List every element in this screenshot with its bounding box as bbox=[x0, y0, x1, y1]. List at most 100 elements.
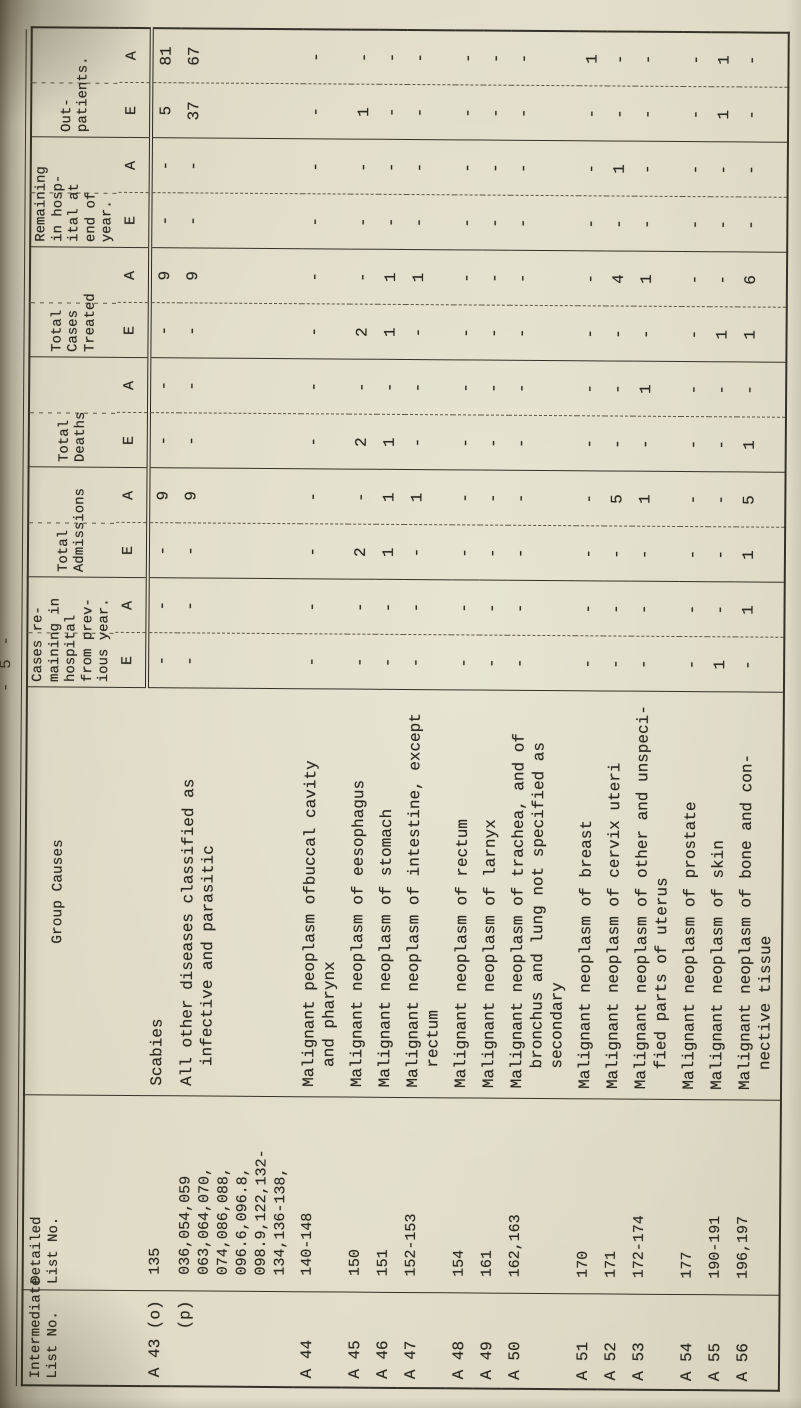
value-cell: - bbox=[574, 636, 603, 692]
value-cell: - bbox=[300, 414, 349, 470]
line: Admissions bbox=[72, 488, 89, 573]
value-cell: 1 bbox=[578, 31, 608, 87]
value-cell: - bbox=[738, 32, 789, 88]
value-cell: - bbox=[577, 196, 607, 252]
value-cell: 1 bbox=[376, 414, 405, 470]
detailed-no: 170 bbox=[570, 1099, 600, 1295]
header-cases-remaining-previous-year: Cases re- maining in hospital from prev-… bbox=[26, 577, 116, 688]
line: ital at bbox=[66, 183, 83, 243]
value-cell: - bbox=[706, 582, 736, 638]
line: end of bbox=[82, 191, 100, 243]
value-cell: - bbox=[478, 580, 508, 636]
detailed-no: 161 bbox=[474, 1098, 504, 1294]
value-cell: - bbox=[405, 194, 455, 251]
line: 190-191 bbox=[706, 1215, 724, 1279]
line: year. bbox=[99, 200, 116, 243]
value-cell: - bbox=[605, 196, 635, 252]
value-cell: - bbox=[578, 86, 607, 142]
value-cell: 1 bbox=[377, 249, 406, 305]
cause-name: Malignant neoplasm of breast bbox=[571, 691, 603, 1100]
line: 172-174 bbox=[630, 1215, 648, 1279]
value-cell: - bbox=[178, 303, 302, 360]
value-cell: - bbox=[602, 636, 631, 692]
value-cell: - bbox=[454, 140, 483, 196]
value-cell: - bbox=[479, 470, 509, 526]
value-cell: - bbox=[149, 193, 181, 249]
value-cell: 9 bbox=[147, 468, 179, 524]
value-cell: - bbox=[450, 580, 480, 636]
subheader-e: E bbox=[117, 192, 151, 249]
value-cell: - bbox=[576, 306, 606, 362]
value-cell: 1 bbox=[405, 249, 454, 306]
value-cell: - bbox=[302, 139, 351, 195]
line: infective and parasitic bbox=[197, 845, 218, 1067]
value-cell: - bbox=[148, 358, 179, 414]
cause-name: Malignant neoplasm of skin bbox=[703, 692, 735, 1101]
value-cell: - bbox=[348, 359, 377, 415]
value-cell: - bbox=[148, 413, 179, 469]
value-cell: 5 bbox=[150, 83, 181, 139]
cause-name: Malignant neoplasm of stomach bbox=[371, 689, 403, 1098]
line: Cases bbox=[65, 309, 82, 353]
line: 140-148 bbox=[298, 1212, 316, 1276]
value-cell: 6 bbox=[737, 252, 787, 308]
line: Malignant neoplasm of breast bbox=[575, 819, 596, 1089]
value-cell: - bbox=[480, 305, 510, 361]
value-cell: 1 bbox=[375, 469, 405, 525]
value-cell: - bbox=[453, 250, 482, 306]
line: Deaths bbox=[72, 411, 90, 463]
cause-name: All other diseases classified as infecti… bbox=[173, 688, 299, 1098]
line: Scabies bbox=[147, 1018, 167, 1086]
value-cell: - bbox=[509, 195, 579, 252]
value-cell: 2 bbox=[348, 304, 378, 360]
subheader-e: E bbox=[118, 82, 151, 139]
line: 074,086,088, bbox=[214, 1167, 232, 1276]
value-cell: - bbox=[678, 636, 707, 693]
value-cell: - bbox=[510, 85, 579, 142]
header-total-deaths: Total Deaths bbox=[28, 357, 117, 468]
value-cell: 9 bbox=[177, 468, 301, 525]
value-cell: 1 bbox=[735, 527, 785, 583]
value-cell: 1 bbox=[710, 87, 739, 143]
cause-name: Malignant neoplasm of intestine, except … bbox=[399, 689, 451, 1099]
value-cell: - bbox=[480, 415, 509, 471]
value-cell: - bbox=[710, 142, 739, 198]
value-cell: - bbox=[298, 579, 348, 635]
line: secondary bbox=[547, 982, 567, 1069]
value-cell: - bbox=[606, 86, 635, 142]
detailed-no: 162,163 bbox=[502, 1098, 572, 1295]
value-cell: - bbox=[346, 634, 375, 690]
value-cell: - bbox=[454, 30, 484, 86]
value-cell: - bbox=[347, 469, 377, 525]
value-cell: - bbox=[378, 29, 408, 85]
detailed-no: 196,197 bbox=[730, 1100, 781, 1296]
value-cell: - bbox=[377, 194, 407, 250]
subheader-e: E bbox=[116, 302, 150, 359]
value-cell: - bbox=[681, 196, 711, 253]
value-cell: - bbox=[736, 362, 786, 418]
value-cell: - bbox=[682, 141, 711, 198]
value-cell: 5 bbox=[735, 472, 786, 528]
value-cell: - bbox=[146, 578, 178, 634]
subheader-a: A bbox=[114, 577, 148, 634]
cause-name: Malignant neoplasm of rectum bbox=[447, 690, 479, 1099]
value-cell: - bbox=[681, 251, 710, 308]
value-cell: 1 bbox=[706, 637, 735, 693]
intermediate-no: A 45 bbox=[345, 1340, 364, 1379]
detailed-no: 135 bbox=[142, 1096, 174, 1292]
line: Total bbox=[55, 529, 72, 573]
value-cell: - bbox=[406, 84, 455, 141]
detailed-no: 152-153 bbox=[398, 1097, 448, 1294]
value-cell: - bbox=[350, 29, 380, 85]
cause-name: Scabies bbox=[143, 688, 177, 1097]
value-cell: - bbox=[349, 249, 378, 305]
value-cell: 4 bbox=[605, 251, 634, 307]
line: Malignant neoplasm of rectum bbox=[451, 819, 472, 1088]
value-cell: 1 bbox=[606, 141, 635, 197]
value-cell: - bbox=[299, 469, 349, 525]
value-cell: - bbox=[606, 31, 636, 87]
value-cell: 2 bbox=[347, 524, 376, 580]
value-cell: - bbox=[481, 195, 511, 251]
value-cell: - bbox=[302, 29, 352, 85]
value-cell: - bbox=[454, 85, 483, 141]
